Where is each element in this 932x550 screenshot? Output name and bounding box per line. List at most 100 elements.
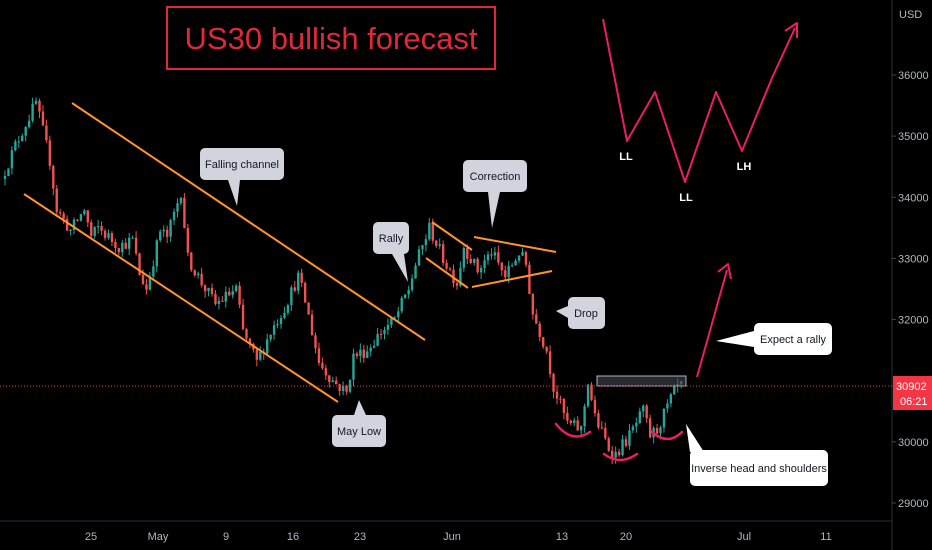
- candle: [307, 302, 310, 315]
- callout-pointer: [716, 331, 754, 347]
- flag-upper-line[interactable]: [431, 221, 473, 251]
- candle-body: [65, 218, 69, 231]
- callout-box: [373, 222, 409, 254]
- candle-body: [648, 418, 652, 438]
- candle-body: [293, 287, 296, 291]
- candle: [441, 240, 445, 266]
- candle: [542, 336, 545, 349]
- candle-body: [324, 368, 328, 376]
- callout-pointer: [686, 424, 704, 452]
- candle-body: [445, 263, 448, 269]
- candle-body: [369, 347, 372, 352]
- callout-falling-channel[interactable]: Falling channel: [200, 148, 284, 206]
- neckline-zone[interactable]: [596, 375, 687, 387]
- candle: [21, 133, 24, 142]
- candle: [286, 303, 290, 316]
- candle: [569, 419, 572, 426]
- callout-may-low[interactable]: May Low: [332, 400, 386, 447]
- candle-body: [76, 219, 79, 221]
- channel-lower-line[interactable]: [23, 193, 339, 403]
- candle-body: [169, 220, 172, 237]
- candle: [473, 258, 476, 266]
- candle: [134, 231, 138, 256]
- candle-body: [317, 348, 321, 363]
- candle-body: [48, 140, 52, 166]
- candle: [14, 139, 17, 152]
- candle: [103, 228, 107, 241]
- callout-inverse-head-and-shoulders[interactable]: Inverse head and shoulders: [686, 424, 828, 486]
- title-annotation[interactable]: US30 bullish forecast: [166, 6, 496, 70]
- candle: [34, 97, 38, 106]
- candle: [500, 262, 503, 276]
- candle-body: [124, 242, 127, 249]
- callout-pointer: [392, 254, 408, 282]
- candle-body: [17, 141, 20, 143]
- candle-body: [286, 305, 290, 313]
- callout-label: Expect a rally: [760, 334, 827, 346]
- price-axis[interactable]: 29000 30000 32000 33000 34000 35000 36000: [892, 70, 929, 510]
- candle-body: [341, 386, 345, 391]
- candle-body: [234, 285, 238, 292]
- candle: [666, 399, 669, 413]
- candle-body: [231, 291, 234, 296]
- candle: [617, 448, 621, 457]
- candle-body: [224, 291, 227, 302]
- candle-body: [469, 258, 472, 263]
- candle-body: [590, 384, 593, 400]
- candle: [448, 266, 452, 272]
- candle-body: [435, 240, 438, 246]
- candle: [559, 395, 562, 404]
- candle-body: [493, 252, 497, 256]
- candle: [172, 208, 176, 225]
- candle: [169, 218, 172, 242]
- time-axis[interactable]: 25 May 9 16 23 Jun 13 20 Jul 11: [85, 531, 832, 543]
- triangle-lower-line[interactable]: [471, 270, 553, 288]
- candle: [259, 346, 262, 362]
- candle: [193, 269, 196, 277]
- candle-body: [314, 335, 317, 349]
- flag-lower-line[interactable]: [425, 257, 469, 289]
- candle-body: [45, 125, 48, 141]
- candle: [7, 168, 10, 177]
- callout-drop[interactable]: Drop: [556, 297, 605, 329]
- candle-body: [345, 386, 348, 392]
- candle-body: [510, 265, 514, 267]
- candle: [128, 232, 131, 256]
- candle-body: [59, 212, 62, 214]
- candle: [159, 229, 162, 243]
- channel-upper-line[interactable]: [71, 102, 426, 341]
- candle-body: [645, 405, 648, 419]
- candle: [517, 255, 521, 264]
- candle-body: [441, 244, 445, 264]
- candle: [490, 248, 493, 260]
- time-tick-label: 9: [223, 531, 229, 543]
- candle-body: [521, 252, 524, 256]
- time-tick-label: Jul: [737, 531, 751, 543]
- candle-body: [114, 241, 117, 249]
- candle-body: [110, 233, 114, 242]
- callout-expect-rally[interactable]: Expect a rally: [716, 323, 832, 355]
- candle-body: [390, 317, 393, 325]
- time-tick-label: 11: [820, 531, 831, 543]
- candle-body: [31, 103, 34, 121]
- callout-correction[interactable]: Correction: [463, 160, 527, 228]
- candle-body: [569, 420, 572, 424]
- candle: [435, 239, 438, 248]
- right-shoulder-arc[interactable]: [650, 430, 684, 441]
- candle-body: [393, 317, 397, 319]
- triangle-upper-line[interactable]: [473, 236, 557, 253]
- candle: [203, 284, 207, 298]
- left-shoulder-arc[interactable]: [554, 422, 592, 438]
- head-arc[interactable]: [602, 452, 639, 462]
- candle-body: [7, 168, 10, 176]
- forecast-arrow-line[interactable]: [696, 269, 728, 378]
- wave-sketch-line[interactable]: [602, 18, 796, 183]
- callout-rally[interactable]: Rally: [373, 222, 409, 282]
- callout-pointer: [228, 180, 240, 206]
- candle-body: [128, 237, 131, 249]
- candle-body: [642, 405, 645, 412]
- candle-body: [576, 420, 579, 431]
- candle: [41, 105, 45, 126]
- candle-body: [414, 265, 417, 279]
- candle: [72, 217, 76, 235]
